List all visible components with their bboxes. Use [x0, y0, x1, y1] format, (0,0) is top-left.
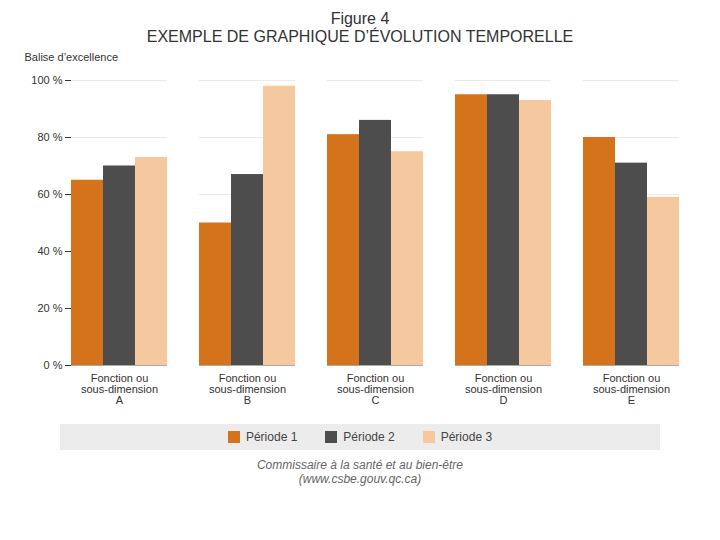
- svg-text:40 %: 40 %: [37, 245, 62, 257]
- svg-text:Fonction ousous-dimensionB: Fonction ousous-dimensionB: [209, 372, 286, 406]
- svg-text:Fonction ousous-dimensionA: Fonction ousous-dimensionA: [81, 372, 158, 406]
- svg-text:Balise d’excellence: Balise d’excellence: [25, 51, 119, 63]
- html-text:Période 2: Période 2: [343, 430, 395, 444]
- html-text:Figure 4: Figure 4: [330, 10, 390, 27]
- html-text:Période 1: Période 1: [245, 430, 298, 444]
- svg-text:Fonction ousous-dimensionE: Fonction ousous-dimensionE: [593, 372, 670, 406]
- svg-text:60 %: 60 %: [37, 188, 62, 200]
- svg-text:Fonction ousous-dimensionD: Fonction ousous-dimensionD: [465, 372, 542, 406]
- svg-text:100 %: 100 %: [31, 74, 62, 86]
- html-text:Commissaire à la santé et au b: Commissaire à la santé et au bien-être (…: [256, 458, 463, 486]
- svg-text:0 %: 0 %: [44, 359, 63, 371]
- svg-text:20 %: 20 %: [37, 302, 62, 314]
- svg-text:80 %: 80 %: [37, 131, 62, 143]
- html-text:Période 3: Période 3: [440, 430, 493, 444]
- svg-text:Fonction ousous-dimensionC: Fonction ousous-dimensionC: [337, 372, 414, 406]
- html-text:EXEMPLE DE GRAPHIQUE D’ÉVOLUTI: EXEMPLE DE GRAPHIQUE D’ÉVOLUTION TEMPORE…: [146, 28, 574, 45]
